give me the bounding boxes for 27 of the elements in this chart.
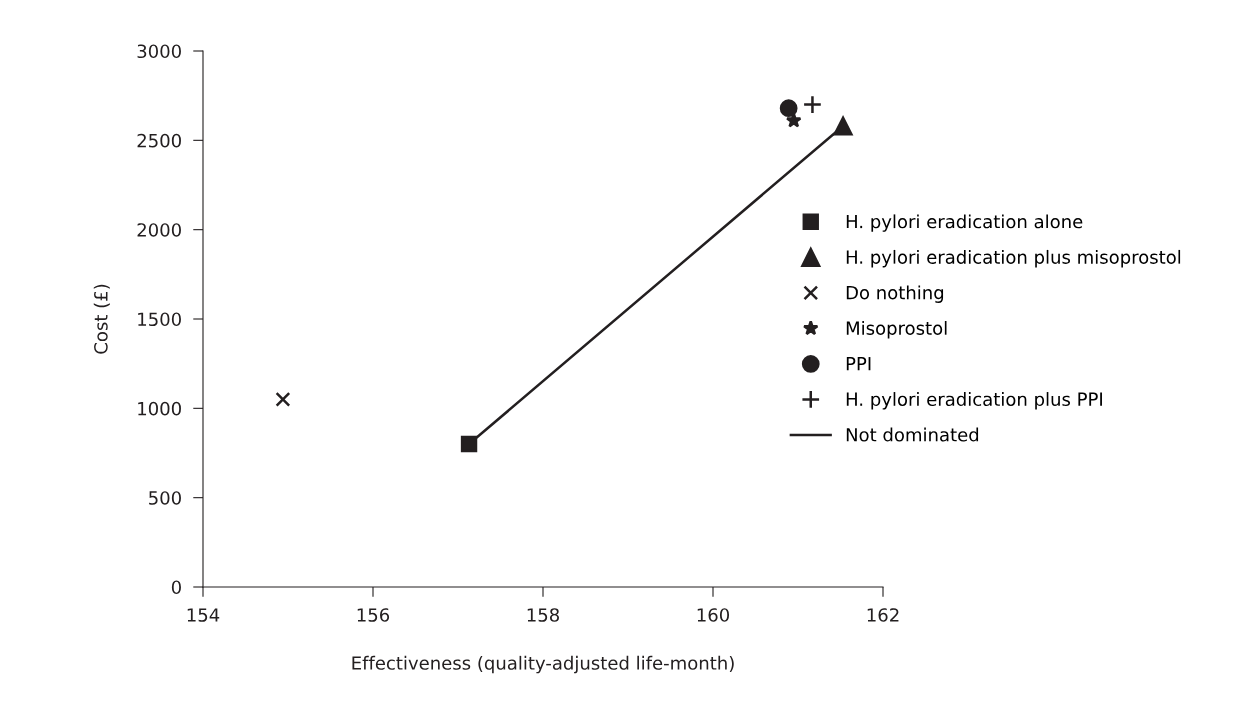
x-axis-title: Effectiveness (quality-adjusted life-month) xyxy=(352,655,734,674)
legend-label: Misoprostol xyxy=(846,320,947,339)
legend-label: PPI xyxy=(846,357,871,371)
y-axis-title: Cost (£) xyxy=(93,284,110,354)
x-tick-label: 160 xyxy=(697,608,730,622)
x-tick-label: 156 xyxy=(357,608,390,622)
point xyxy=(802,95,823,115)
point xyxy=(460,435,478,453)
y-tick-label: 2500 xyxy=(137,133,181,148)
legend-label: Not dominated xyxy=(846,427,979,442)
y-tick-label: 1500 xyxy=(138,312,181,327)
y-tick-label: 1000 xyxy=(138,401,181,416)
point xyxy=(833,116,853,136)
point xyxy=(785,112,802,128)
y-tick-label: 500 xyxy=(149,491,181,505)
legend-label: H. pylori eradication plus misoprostol xyxy=(846,249,1181,268)
y-tick-label: 2000 xyxy=(137,223,181,237)
x-tick-label: 154 xyxy=(187,608,220,622)
x-tick-label: 158 xyxy=(527,608,559,622)
legend-label: Do nothing xyxy=(846,285,944,303)
point xyxy=(779,99,798,118)
legend-label: H. pylori eradication plus PPI xyxy=(846,392,1102,410)
y-tick-label: 3000 xyxy=(137,44,181,59)
point xyxy=(275,391,291,407)
legend-label: H. pylori eradication alone xyxy=(846,214,1083,232)
y-tick-label: 0 xyxy=(171,580,181,595)
x-tick-label: 162 xyxy=(867,608,899,622)
